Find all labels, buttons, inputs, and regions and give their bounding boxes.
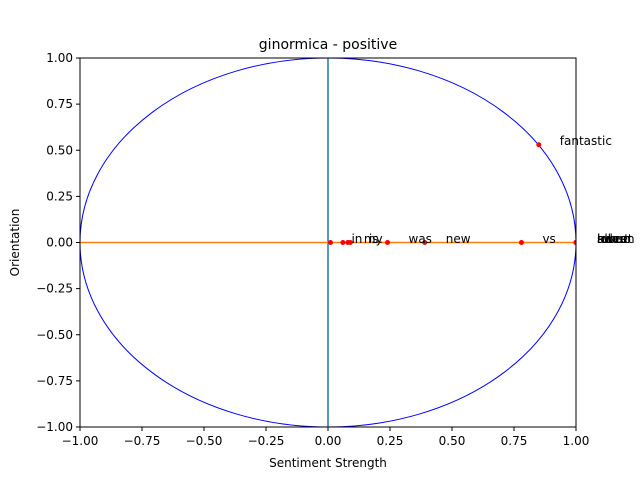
x-tick-label: 0.50 — [439, 434, 466, 448]
data-point — [347, 240, 353, 245]
y-tick-label: 0.25 — [46, 189, 73, 203]
data-point — [340, 240, 346, 245]
y-tick-label: −0.25 — [36, 282, 73, 296]
x-tick-label: 1.00 — [563, 434, 590, 448]
y-axis-ticks: −1.00 −0.75 −0.50 −0.25 0.00 0.25 0.50 0.75 1.00 — [36, 51, 80, 434]
y-tick-label: 0.75 — [46, 97, 73, 111]
point-label: love — [597, 232, 622, 246]
chart-title: ginormica - positive — [259, 37, 397, 53]
data-point — [327, 240, 333, 245]
x-tick-label: 0.25 — [377, 434, 404, 448]
y-tick-label: 0.50 — [46, 143, 73, 157]
x-tick-label: 0.00 — [315, 434, 342, 448]
y-tick-label: −0.75 — [36, 374, 73, 388]
point-label: my — [364, 232, 383, 246]
x-tick-label: 0.75 — [501, 434, 528, 448]
point-label: in — [351, 232, 362, 246]
data-point — [422, 240, 428, 245]
data-point — [536, 142, 542, 148]
point-label: sweet — [597, 232, 633, 246]
point-label: heart — [597, 232, 629, 246]
plot-area — [80, 58, 576, 427]
x-tick-label: −0.50 — [186, 434, 223, 448]
y-tick-label: −0.50 — [36, 328, 73, 342]
x-axis-ticks: −1.00 −0.75 −0.50 −0.25 0.00 0.25 0.50 0.75 1.00 — [62, 427, 590, 448]
point-label: rules — [597, 232, 627, 246]
y-tick-label: 1.00 — [46, 51, 73, 65]
y-axis-label: Orientation — [8, 209, 22, 277]
x-tick-label: −0.25 — [248, 434, 285, 448]
x-axis-label: Sentiment Strength — [269, 456, 387, 470]
data-point — [518, 240, 524, 245]
x-tick-label: −0.75 — [124, 434, 161, 448]
point-label: vs — [542, 232, 555, 246]
x-tick-label: −1.00 — [62, 434, 99, 448]
point-label: new — [446, 232, 471, 246]
point-label: ... — [371, 232, 382, 246]
point-label: fantastic — [560, 134, 612, 148]
point-label: is — [369, 232, 379, 246]
point-label: album — [597, 232, 635, 246]
point-label: was — [409, 232, 432, 246]
data-point — [573, 240, 576, 245]
y-tick-label: 0.00 — [46, 236, 73, 250]
y-tick-label: −1.00 — [36, 420, 73, 434]
data-point — [385, 240, 391, 245]
